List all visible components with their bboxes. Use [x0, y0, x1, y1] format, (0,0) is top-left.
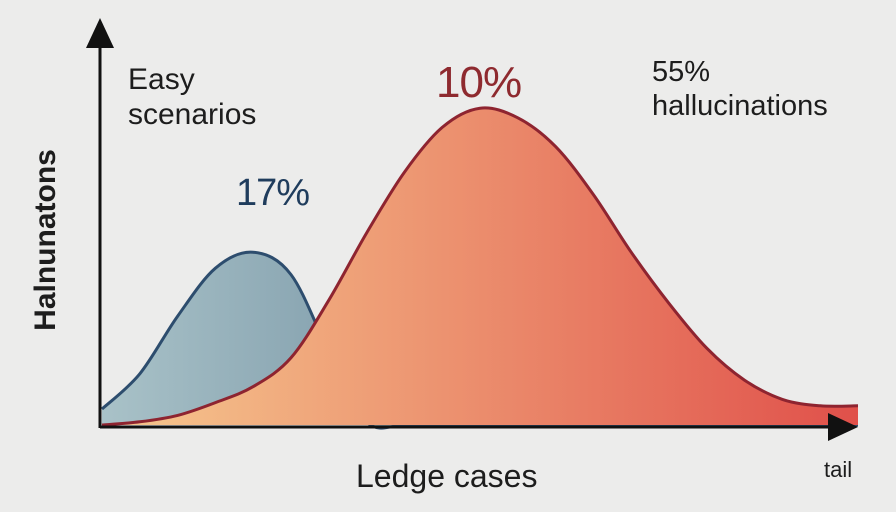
mid-percent-label: 10% [436, 58, 522, 107]
y-axis-label: Halnunatons [29, 149, 62, 331]
series-2-line [101, 106, 859, 427]
x-axis-arrow [828, 413, 858, 441]
series-2-area [102, 107, 858, 425]
easy-percent-label: 17% [236, 172, 310, 214]
x-axis-end-label: tail [824, 457, 853, 482]
easy-scenarios-label: Easy scenarios [128, 63, 257, 131]
y-axis-arrow [86, 18, 114, 48]
x-axis-label: Ledge cases [356, 458, 538, 494]
tail-hallucinations-label: 55% hallucinations [652, 56, 828, 122]
